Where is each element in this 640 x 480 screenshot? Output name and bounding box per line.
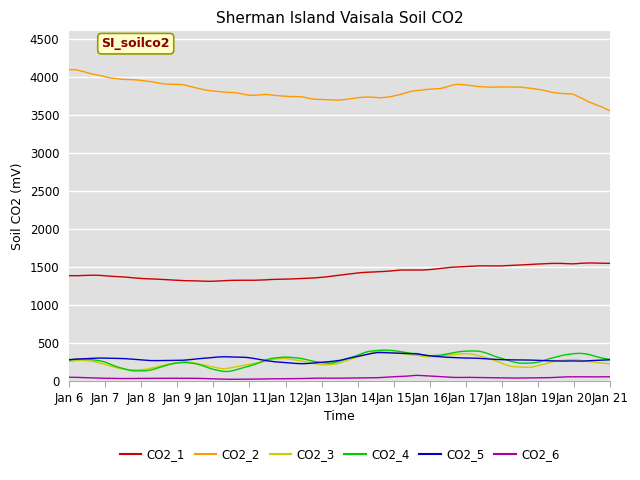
CO2_1 — [65, 273, 73, 278]
Line: CO2_4: CO2_4 — [69, 350, 611, 372]
Text: SI_soilco2: SI_soilco2 — [102, 37, 170, 50]
CO2_1 — [587, 260, 595, 266]
Y-axis label: Soil CO2 (mV): Soil CO2 (mV) — [11, 163, 24, 250]
CO2_3 — [311, 361, 319, 367]
CO2_4 — [475, 348, 483, 354]
CO2_2 — [607, 108, 614, 114]
Line: CO2_2: CO2_2 — [69, 70, 611, 111]
CO2_3 — [378, 349, 386, 355]
CO2_6 — [413, 372, 421, 378]
CO2_5 — [375, 349, 383, 355]
CO2_4 — [161, 363, 169, 369]
Legend: CO2_1, CO2_2, CO2_3, CO2_4, CO2_5, CO2_6: CO2_1, CO2_2, CO2_3, CO2_4, CO2_5, CO2_6 — [115, 444, 564, 466]
CO2_6 — [161, 375, 169, 381]
CO2_6 — [385, 374, 393, 380]
X-axis label: Time: Time — [324, 410, 355, 423]
CO2_1 — [204, 278, 212, 284]
CO2_6 — [311, 375, 319, 381]
Line: CO2_3: CO2_3 — [69, 352, 611, 370]
CO2_1 — [207, 278, 215, 284]
CO2_2 — [384, 94, 392, 100]
CO2_6 — [65, 374, 73, 380]
Title: Sherman Island Vaisala Soil CO2: Sherman Island Vaisala Soil CO2 — [216, 11, 463, 26]
CO2_4 — [607, 357, 614, 362]
CO2_3 — [429, 354, 436, 360]
Line: CO2_1: CO2_1 — [69, 263, 611, 281]
CO2_1 — [311, 275, 319, 281]
CO2_4 — [65, 357, 73, 363]
CO2_6 — [429, 373, 436, 379]
CO2_3 — [131, 367, 139, 373]
CO2_3 — [162, 362, 170, 368]
CO2_2 — [473, 84, 481, 89]
CO2_2 — [204, 88, 212, 94]
CO2_5 — [300, 361, 308, 367]
CO2_6 — [204, 376, 212, 382]
CO2_2 — [65, 67, 73, 72]
CO2_3 — [65, 359, 73, 364]
CO2_4 — [386, 348, 394, 353]
CO2_2 — [427, 86, 435, 92]
CO2_3 — [475, 353, 483, 359]
CO2_1 — [161, 277, 169, 283]
CO2_5 — [204, 355, 212, 361]
CO2_5 — [386, 350, 394, 356]
CO2_5 — [607, 357, 614, 363]
CO2_6 — [607, 374, 614, 380]
CO2_4 — [221, 369, 229, 374]
CO2_4 — [311, 359, 319, 364]
CO2_1 — [385, 268, 393, 274]
Line: CO2_6: CO2_6 — [69, 375, 611, 379]
CO2_4 — [380, 347, 387, 353]
CO2_3 — [607, 361, 614, 367]
CO2_5 — [429, 353, 436, 359]
CO2_4 — [204, 365, 212, 371]
CO2_3 — [386, 349, 394, 355]
CO2_3 — [205, 363, 213, 369]
CO2_5 — [311, 360, 319, 366]
CO2_1 — [607, 261, 614, 266]
CO2_1 — [428, 266, 435, 272]
CO2_6 — [475, 375, 483, 381]
CO2_5 — [475, 356, 483, 361]
CO2_2 — [310, 96, 318, 102]
CO2_2 — [161, 81, 169, 87]
CO2_1 — [474, 263, 481, 269]
Line: CO2_5: CO2_5 — [69, 352, 611, 364]
CO2_4 — [429, 353, 436, 359]
CO2_6 — [227, 376, 235, 382]
CO2_5 — [161, 358, 169, 363]
CO2_5 — [65, 357, 73, 362]
